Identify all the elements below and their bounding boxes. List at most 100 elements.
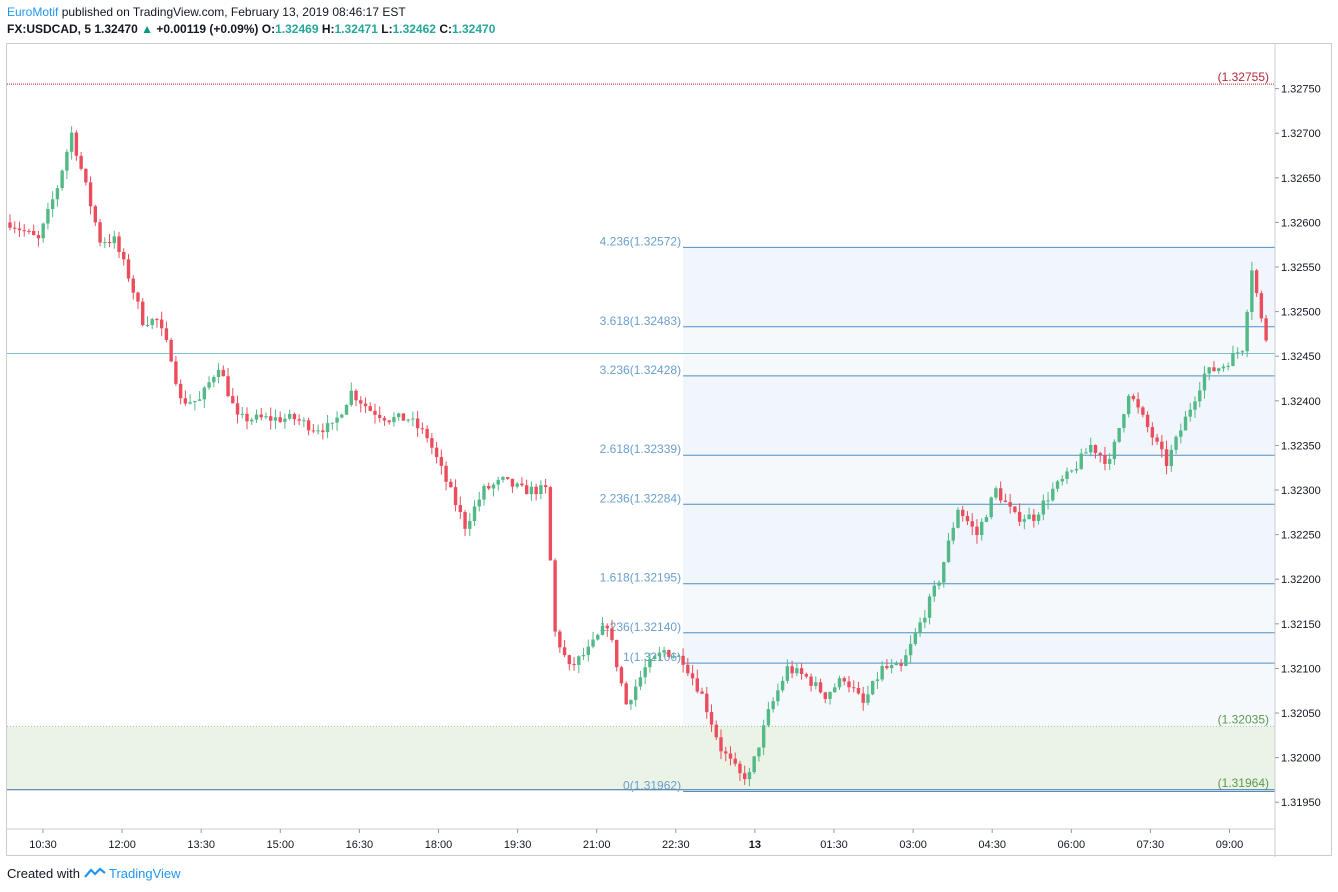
candle-body bbox=[624, 683, 628, 705]
y-tick-label: 1.32550 bbox=[1281, 262, 1321, 274]
candle-body bbox=[605, 625, 609, 629]
symbol-label: FX:USDCAD, 5 bbox=[7, 22, 92, 36]
fib-band bbox=[683, 504, 1275, 584]
x-tick-label: 09:00 bbox=[1216, 839, 1244, 851]
price-chart[interactable]: (1.32035) (1.31964) (1.32755) 0(1.31962) 1(1… bbox=[7, 44, 1333, 857]
candle-body bbox=[1250, 270, 1254, 313]
candle-body bbox=[989, 497, 993, 518]
candle-body bbox=[231, 396, 235, 404]
x-tick-label: 03:00 bbox=[899, 839, 927, 851]
candle-body bbox=[259, 414, 263, 418]
candle-body bbox=[453, 487, 458, 506]
candle-body bbox=[833, 687, 837, 693]
candle-body bbox=[795, 668, 799, 674]
candle-body bbox=[273, 417, 278, 421]
candle-body bbox=[264, 416, 268, 418]
x-tick-label: 13 bbox=[749, 839, 761, 851]
candle-body bbox=[32, 230, 36, 236]
candle-body bbox=[302, 420, 306, 422]
candle-body bbox=[141, 301, 145, 326]
fib-level-label: 1.618(1.32195) bbox=[600, 571, 681, 585]
candle-body bbox=[686, 664, 690, 674]
candle-body bbox=[1226, 365, 1230, 367]
candle-body bbox=[856, 688, 861, 694]
fib-level-label: 1(1.32106) bbox=[623, 650, 681, 664]
candle-body bbox=[1084, 452, 1088, 454]
candle-body bbox=[984, 517, 989, 522]
fib-level-label: 1.236(1.32140) bbox=[600, 620, 681, 634]
candle-body bbox=[709, 712, 714, 725]
y-tick-label: 1.32600 bbox=[1281, 217, 1321, 229]
candle-body bbox=[164, 328, 169, 340]
candle-body bbox=[1112, 441, 1117, 460]
fib-level-label: 3.236(1.32428) bbox=[600, 363, 681, 377]
candle-body bbox=[60, 170, 64, 189]
candle-body bbox=[297, 419, 301, 421]
y-tick-label: 1.32500 bbox=[1281, 307, 1321, 319]
candle-body bbox=[1231, 352, 1235, 366]
candle-body bbox=[633, 686, 638, 701]
candle-body bbox=[131, 278, 135, 293]
y-tick-label: 1.32400 bbox=[1281, 396, 1321, 408]
candle-body bbox=[662, 650, 666, 653]
candle-body bbox=[487, 486, 491, 489]
fib-level-label: 0(1.31962) bbox=[623, 779, 681, 793]
candle-body bbox=[700, 691, 704, 694]
candle-body bbox=[866, 694, 870, 703]
candle-body bbox=[558, 631, 562, 648]
candle-body bbox=[387, 420, 391, 423]
candle-body bbox=[373, 410, 377, 415]
candle-body bbox=[932, 585, 936, 597]
candle-body bbox=[823, 692, 827, 699]
x-tick-label: 22:30 bbox=[662, 839, 690, 851]
candle-body bbox=[818, 682, 823, 693]
candle-body bbox=[937, 582, 941, 586]
y-tick-label: 1.32300 bbox=[1281, 485, 1321, 497]
candle-body bbox=[1051, 488, 1055, 501]
candle-body bbox=[1131, 395, 1136, 400]
tradingview-brand[interactable]: TradingView bbox=[109, 866, 181, 881]
candle-body bbox=[1046, 500, 1050, 502]
y-tick-label: 1.32650 bbox=[1281, 173, 1321, 185]
candle-body bbox=[93, 206, 98, 223]
ohlc-bar: FX:USDCAD, 5 1.32470 ▲ +0.00119 (+0.09%)… bbox=[7, 22, 495, 36]
candle-body bbox=[994, 488, 998, 498]
candle-body bbox=[1065, 471, 1069, 479]
chart-frame[interactable]: (1.32035) (1.31964) (1.32755) 0(1.31962) 1(1… bbox=[6, 43, 1333, 857]
created-with-label: Created with bbox=[7, 866, 80, 881]
candle-body bbox=[1055, 481, 1060, 489]
candle-body bbox=[13, 227, 17, 229]
candle-body bbox=[482, 486, 486, 500]
candle-body bbox=[36, 235, 41, 239]
y-tick-label: 1.32350 bbox=[1281, 440, 1321, 452]
candle-body bbox=[743, 773, 747, 780]
candle-body bbox=[548, 487, 553, 561]
candle-body bbox=[1202, 373, 1207, 391]
open-value: 1.32469 bbox=[275, 22, 319, 36]
candle-body bbox=[316, 430, 320, 432]
candle-body bbox=[434, 447, 439, 458]
candle-body bbox=[870, 680, 875, 695]
candle-body bbox=[126, 259, 131, 279]
candle-body bbox=[951, 527, 955, 541]
candle-body bbox=[46, 208, 50, 224]
candle-body bbox=[1079, 453, 1083, 469]
resistance-label: (1.32755) bbox=[1218, 70, 1269, 84]
candle-body bbox=[567, 655, 572, 665]
candle-body bbox=[420, 428, 425, 430]
candle-body bbox=[1041, 500, 1046, 515]
candle-body bbox=[1245, 312, 1249, 352]
candle-body bbox=[904, 655, 908, 666]
candle-body bbox=[112, 236, 116, 244]
candle-body bbox=[226, 376, 230, 397]
candle-body bbox=[1221, 366, 1226, 369]
author-name[interactable]: EuroMotif bbox=[7, 5, 59, 19]
candle-body bbox=[506, 477, 510, 479]
candle-body bbox=[629, 700, 633, 705]
candle-body bbox=[1169, 449, 1173, 467]
candle-body bbox=[84, 168, 88, 183]
candle-body bbox=[1164, 449, 1169, 467]
candle-body bbox=[804, 674, 809, 677]
candle-body bbox=[311, 430, 316, 432]
x-tick-label: 13:30 bbox=[187, 839, 215, 851]
